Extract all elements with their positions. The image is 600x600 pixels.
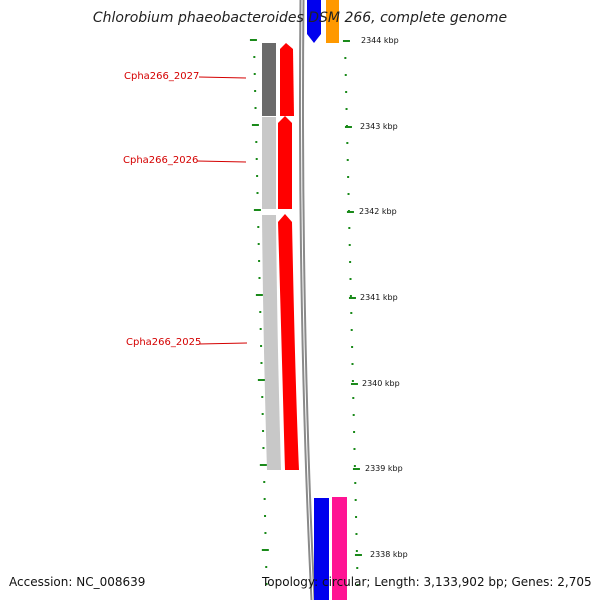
tick-label-2339: 2339 kbp bbox=[365, 464, 403, 473]
outer-tick-23 bbox=[353, 431, 356, 433]
tick-label-2338: 2338 kbp bbox=[370, 550, 408, 559]
outer-tick-8 bbox=[347, 176, 350, 178]
genome-summary-text: Topology: circular; Length: 3,133,902 bp… bbox=[262, 575, 592, 589]
inner-tick-32 bbox=[265, 583, 268, 585]
outer-tick-18 bbox=[351, 346, 354, 348]
inner-tick-12 bbox=[257, 243, 260, 245]
outer-tick-1 bbox=[344, 57, 347, 59]
inner-tick-6 bbox=[255, 141, 258, 143]
major-tick-1 bbox=[344, 126, 352, 128]
inner-tick-26 bbox=[263, 481, 266, 483]
outer-tick-17 bbox=[350, 329, 353, 331]
outer-tick-27 bbox=[354, 499, 357, 501]
map-title: Chlorobium phaeobacteroides DSM 266, com… bbox=[92, 10, 508, 26]
inner-tick-15 bbox=[255, 294, 263, 296]
gene-label-cpha266-2027: Cpha266_2027 bbox=[124, 71, 200, 82]
major-tick-4 bbox=[350, 383, 358, 385]
outer-tick-26 bbox=[354, 482, 357, 484]
inner-tick-24 bbox=[262, 447, 265, 449]
inner-tick-2 bbox=[253, 73, 256, 75]
outer-tick-13 bbox=[349, 261, 352, 263]
gene-bar-cpha266-2026 bbox=[262, 117, 276, 209]
inner-tick-3 bbox=[254, 90, 257, 92]
gene-label-cpha266-2026: Cpha266_2026 bbox=[123, 155, 199, 166]
outer-tick-3 bbox=[345, 91, 348, 93]
gene-blue-bottom bbox=[314, 498, 329, 600]
leader-line-cpha266-2025 bbox=[198, 342, 248, 345]
gene-bar-cpha266-2027 bbox=[262, 43, 276, 116]
outer-tick-2 bbox=[344, 74, 347, 76]
gene-pink-bottom bbox=[332, 497, 347, 600]
inner-tick-4 bbox=[254, 107, 257, 109]
gene-label-cpha266-2025: Cpha266_2025 bbox=[126, 337, 202, 348]
leader-line-cpha266-2027 bbox=[198, 76, 247, 79]
inner-tick-21 bbox=[261, 396, 264, 398]
outer-tick-21 bbox=[352, 397, 355, 399]
outer-tick-15 bbox=[349, 295, 352, 297]
outer-tick-24 bbox=[353, 448, 356, 450]
inner-tick-1 bbox=[253, 56, 256, 58]
outer-tick-22 bbox=[352, 414, 355, 416]
inner-tick-16 bbox=[259, 311, 262, 313]
outer-tick-28 bbox=[355, 516, 358, 518]
tick-label-2341: 2341 kbp bbox=[360, 293, 398, 302]
inner-tick-25 bbox=[259, 464, 267, 466]
gene-blue-top bbox=[307, 0, 321, 43]
outer-tick-6 bbox=[346, 142, 349, 144]
inner-tick-17 bbox=[259, 328, 262, 330]
inner-tick-29 bbox=[264, 532, 267, 534]
major-tick-2 bbox=[346, 211, 354, 213]
outer-tick-16 bbox=[350, 312, 353, 314]
gene-arrow-cpha266-2027 bbox=[280, 43, 294, 116]
gene-arrow-cpha266-2025 bbox=[278, 214, 299, 470]
inner-tick-28 bbox=[264, 515, 267, 517]
outer-tick-12 bbox=[348, 244, 351, 246]
outer-tick-20 bbox=[351, 380, 354, 382]
inner-tick-5 bbox=[251, 124, 259, 126]
inner-tick-18 bbox=[260, 345, 263, 347]
inner-tick-11 bbox=[257, 226, 260, 228]
accession-text: Accession: NC_008639 bbox=[9, 575, 146, 589]
inner-tick-31 bbox=[265, 566, 268, 568]
major-tick-5 bbox=[352, 468, 360, 470]
leader-line-cpha266-2026 bbox=[196, 160, 247, 163]
tick-label-2344: 2344 kbp bbox=[361, 36, 399, 45]
major-tick-0 bbox=[342, 40, 350, 42]
outer-tick-14 bbox=[349, 278, 352, 280]
inner-tick-27 bbox=[263, 498, 266, 500]
outer-tick-31 bbox=[356, 567, 359, 569]
tick-label-2342: 2342 kbp bbox=[359, 207, 397, 216]
inner-tick-30 bbox=[261, 549, 269, 551]
outer-tick-29 bbox=[355, 533, 358, 535]
inner-tick-0 bbox=[249, 39, 257, 41]
tick-label-2343: 2343 kbp bbox=[360, 122, 398, 131]
inner-tick-14 bbox=[258, 277, 261, 279]
inner-tick-22 bbox=[261, 413, 264, 415]
outer-tick-25 bbox=[353, 465, 356, 467]
outer-tick-7 bbox=[346, 159, 349, 161]
outer-tick-11 bbox=[348, 227, 351, 229]
outer-tick-9 bbox=[347, 193, 350, 195]
outer-tick-4 bbox=[345, 108, 348, 110]
gene-orange-top bbox=[326, 0, 339, 43]
genome-backbone-highlight bbox=[300, 0, 314, 600]
inner-tick-20 bbox=[257, 379, 265, 381]
outer-tick-19 bbox=[351, 363, 354, 365]
gene-bar-cpha266-2025 bbox=[262, 215, 281, 470]
outer-tick-30 bbox=[355, 550, 358, 552]
inner-tick-23 bbox=[262, 430, 265, 432]
inner-tick-19 bbox=[260, 362, 263, 364]
tick-label-2340: 2340 kbp bbox=[362, 379, 400, 388]
gene-arrow-cpha266-2026 bbox=[278, 116, 292, 209]
inner-tick-9 bbox=[256, 192, 259, 194]
inner-tick-10 bbox=[253, 209, 261, 211]
inner-tick-13 bbox=[258, 260, 261, 262]
inner-tick-8 bbox=[256, 175, 259, 177]
inner-tick-7 bbox=[255, 158, 258, 160]
major-tick-6 bbox=[354, 554, 362, 556]
major-tick-3 bbox=[348, 297, 356, 299]
outer-tick-32 bbox=[356, 584, 359, 586]
